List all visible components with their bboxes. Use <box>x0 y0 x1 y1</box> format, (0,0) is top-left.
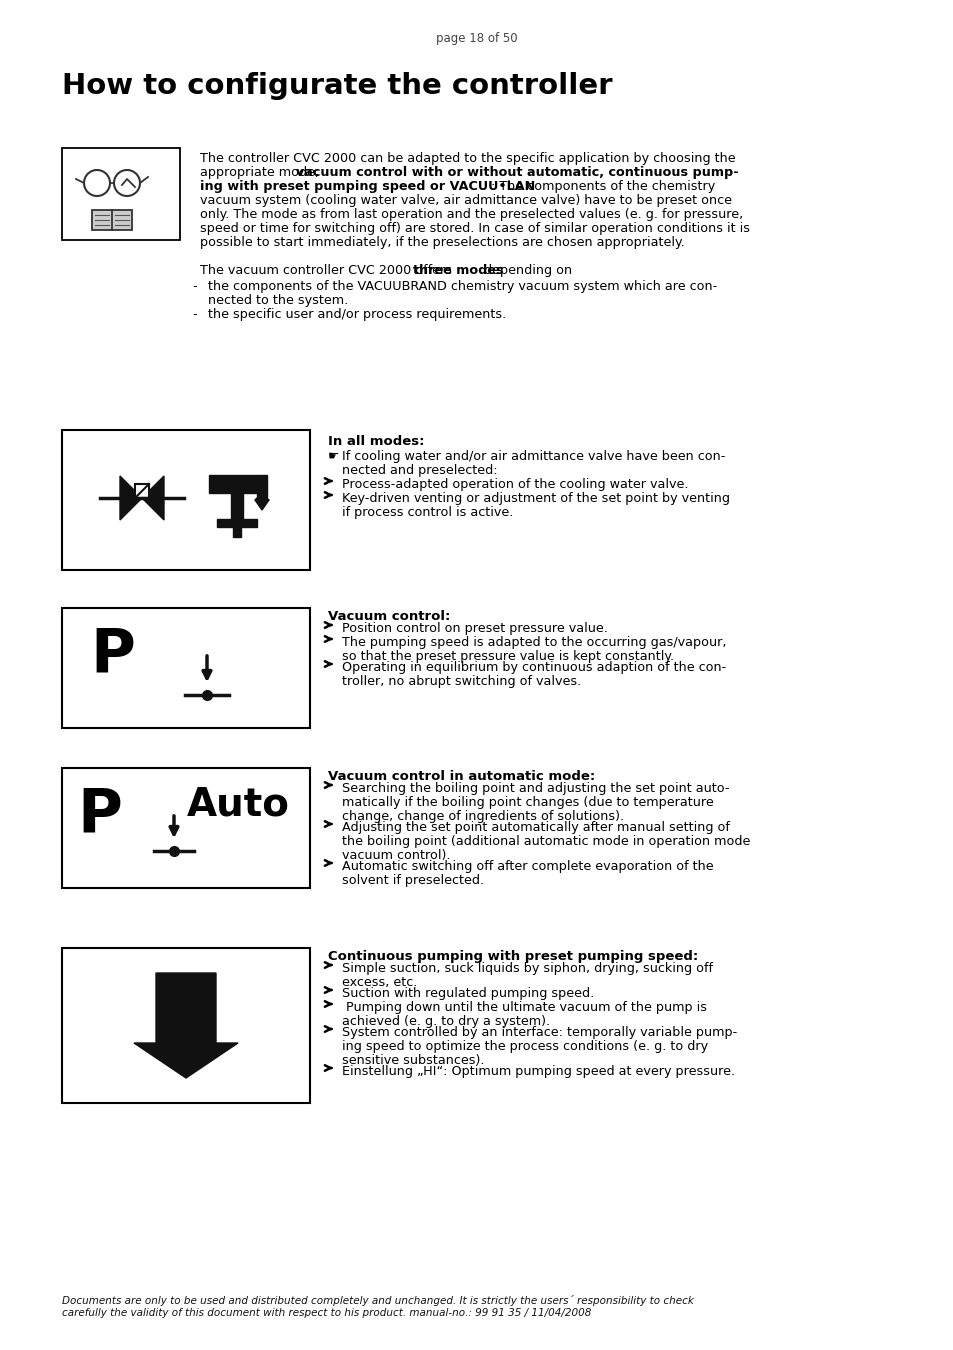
Text: matically if the boiling point changes (due to temperature: matically if the boiling point changes (… <box>341 796 713 809</box>
Text: : The components of the chemistry: : The components of the chemistry <box>491 180 715 193</box>
Text: ☛: ☛ <box>328 450 339 463</box>
Text: How to configurate the controller: How to configurate the controller <box>62 72 612 100</box>
FancyBboxPatch shape <box>231 491 243 520</box>
FancyBboxPatch shape <box>233 525 241 537</box>
Text: Position control on preset pressure value.: Position control on preset pressure valu… <box>341 622 607 634</box>
Text: Vacuum control in automatic mode:: Vacuum control in automatic mode: <box>328 769 595 783</box>
Text: P: P <box>77 786 122 845</box>
Text: Operating in equilibrium by continuous adaption of the con-: Operating in equilibrium by continuous a… <box>341 662 725 674</box>
Bar <box>62 431 310 570</box>
FancyBboxPatch shape <box>91 211 132 230</box>
Text: the boiling point (additional automatic mode in operation mode: the boiling point (additional automatic … <box>341 836 750 848</box>
Text: Suction with regulated pumping speed.: Suction with regulated pumping speed. <box>341 987 594 1000</box>
Text: possible to start immediately, if the preselections are chosen appropriately.: possible to start immediately, if the pr… <box>200 236 684 248</box>
Text: nected and preselected:: nected and preselected: <box>341 464 497 477</box>
Text: ing speed to optimize the process conditions (e. g. to dry: ing speed to optimize the process condit… <box>341 1040 707 1053</box>
Bar <box>135 485 149 498</box>
Text: appropriate mode,: appropriate mode, <box>200 166 323 180</box>
FancyBboxPatch shape <box>209 475 256 493</box>
Text: if process control is active.: if process control is active. <box>341 506 513 518</box>
Text: System controlled by an interface: temporally variable pump-: System controlled by an interface: tempo… <box>341 1026 737 1040</box>
Text: Key-driven venting or adjustment of the set point by venting: Key-driven venting or adjustment of the … <box>341 491 729 505</box>
Bar <box>62 148 180 240</box>
Text: -: - <box>192 279 196 293</box>
Text: Documents are only to be used and distributed completely and unchanged. It is st: Documents are only to be used and distri… <box>62 1295 693 1305</box>
Text: In all modes:: In all modes: <box>328 435 424 448</box>
Text: Searching the boiling point and adjusting the set point auto-: Searching the boiling point and adjustin… <box>341 782 729 795</box>
Text: three modes: three modes <box>413 265 503 277</box>
Text: vacuum control).: vacuum control). <box>341 849 450 863</box>
Text: speed or time for switching off) are stored. In case of similar operation condit: speed or time for switching off) are sto… <box>200 221 749 235</box>
Text: vacuum system (cooling water valve, air admittance valve) have to be preset once: vacuum system (cooling water valve, air … <box>200 194 731 207</box>
Text: the specific user and/or process requirements.: the specific user and/or process require… <box>208 308 506 321</box>
Text: excess, etc.: excess, etc. <box>341 976 416 990</box>
Text: so that the preset pressure value is kept constantly.: so that the preset pressure value is kep… <box>341 649 674 663</box>
Text: only. The mode as from last operation and the preselected values (e. g. for pres: only. The mode as from last operation an… <box>200 208 742 221</box>
Text: Pumping down until the ultimate vacuum of the pump is: Pumping down until the ultimate vacuum o… <box>341 1000 706 1014</box>
Text: ing with preset pumping speed or VACUU•LAN: ing with preset pumping speed or VACUU•L… <box>200 180 535 193</box>
Polygon shape <box>142 477 164 520</box>
Text: The vacuum controller CVC 2000 offers: The vacuum controller CVC 2000 offers <box>200 265 456 277</box>
Text: Simple suction, suck liquids by siphon, drying, sucking off: Simple suction, suck liquids by siphon, … <box>341 963 712 975</box>
Bar <box>62 608 310 728</box>
FancyBboxPatch shape <box>216 518 256 526</box>
Text: achieved (e. g. to dry a system).: achieved (e. g. to dry a system). <box>341 1015 550 1027</box>
Text: Einstellung „HI“: Optimum pumping speed at every pressure.: Einstellung „HI“: Optimum pumping speed … <box>341 1065 735 1079</box>
Text: change, change of ingredients of solutions).: change, change of ingredients of solutio… <box>341 810 623 824</box>
Polygon shape <box>120 477 142 520</box>
Text: sensitive substances).: sensitive substances). <box>341 1054 484 1067</box>
Text: troller, no abrupt switching of valves.: troller, no abrupt switching of valves. <box>341 675 580 688</box>
Text: nected to the system.: nected to the system. <box>208 294 348 306</box>
Text: Process-adapted operation of the cooling water valve.: Process-adapted operation of the cooling… <box>341 478 688 491</box>
Bar <box>62 768 310 888</box>
Text: the components of the VACUUBRAND chemistry vacuum system which are con-: the components of the VACUUBRAND chemist… <box>208 279 717 293</box>
Text: solvent if preselected.: solvent if preselected. <box>341 873 483 887</box>
Text: Vacuum control:: Vacuum control: <box>328 610 450 622</box>
Text: If cooling water and/or air admittance valve have been con-: If cooling water and/or air admittance v… <box>341 450 724 463</box>
Text: depending on: depending on <box>479 265 572 277</box>
Bar <box>62 948 310 1103</box>
Text: -: - <box>192 308 196 321</box>
Text: carefully the validity of this document with respect to his product. manual-no.:: carefully the validity of this document … <box>62 1308 591 1318</box>
Polygon shape <box>133 973 237 1079</box>
Text: Adjusting the set point automatically after manual setting of: Adjusting the set point automatically af… <box>341 821 729 834</box>
FancyBboxPatch shape <box>256 475 267 497</box>
Text: The controller CVC 2000 can be adapted to the specific application by choosing t: The controller CVC 2000 can be adapted t… <box>200 153 735 165</box>
Text: P: P <box>90 626 134 684</box>
Text: page 18 of 50: page 18 of 50 <box>436 32 517 45</box>
Text: Continuous pumping with preset pumping speed:: Continuous pumping with preset pumping s… <box>328 950 698 963</box>
Text: The pumping speed is adapted to the occurring gas/vapour,: The pumping speed is adapted to the occu… <box>341 636 726 649</box>
Text: vacuum control with or without automatic, continuous pump-: vacuum control with or without automatic… <box>295 166 738 180</box>
Polygon shape <box>254 493 269 510</box>
Text: Auto: Auto <box>187 786 290 824</box>
Text: Automatic switching off after complete evaporation of the: Automatic switching off after complete e… <box>341 860 713 873</box>
